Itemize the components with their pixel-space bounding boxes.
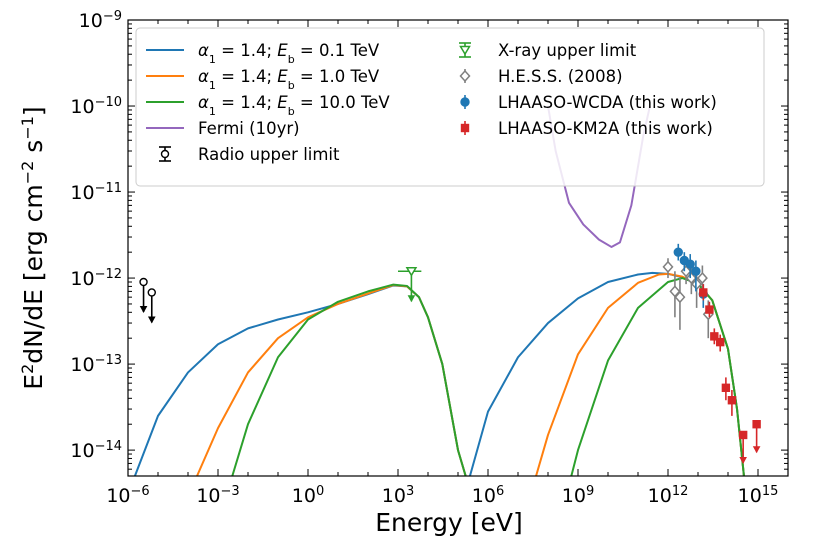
curve-1-1-4-eb-10-0-tev bbox=[231, 283, 467, 476]
legend-lhaaso-wcda-this-work-swatch-marker bbox=[460, 97, 470, 107]
x-tick-label: 1012 bbox=[648, 484, 689, 508]
point-lhaaso-wcda-this-work bbox=[673, 247, 683, 257]
legend-radio-upper-limit-label: Radio upper limit bbox=[198, 145, 340, 164]
legend-radio-upper-limit-swatch-marker bbox=[160, 149, 170, 159]
y-tick-label: 10−13 bbox=[70, 353, 122, 377]
ul-point-lhaaso-km2a-this-work bbox=[738, 430, 748, 440]
data-points bbox=[139, 243, 761, 464]
axis-ticks bbox=[127, 20, 789, 477]
point-h-e-s-s-2008 bbox=[696, 271, 708, 285]
point-lhaaso-wcda-this-work bbox=[691, 266, 701, 276]
point-lhaaso-km2a-this-work bbox=[716, 337, 725, 347]
ul-point-lhaaso-km2a-this-work bbox=[752, 420, 761, 429]
y-tick-label: 10−11 bbox=[70, 181, 122, 205]
x-axis-label: Energy [eV] bbox=[375, 508, 522, 537]
ul-radio-upper-limit-head bbox=[147, 316, 156, 324]
y-tick-label: 10−10 bbox=[70, 95, 122, 119]
legend-1-1-4-eb-1-0-tev-label: α1 = 1.4; Eb = 1.0 TeV bbox=[198, 67, 380, 92]
point-lhaaso-km2a-this-work bbox=[721, 383, 731, 393]
legend-lhaaso-km2a-this-work-swatch-marker bbox=[460, 123, 470, 133]
y-axis-label: E2dN/dE [erg cm−2 s−1] bbox=[18, 106, 49, 389]
point-lhaaso-km2a-this-work bbox=[699, 288, 708, 297]
y-tick-label: 10−12 bbox=[70, 267, 122, 291]
y-tick-label: 10−9 bbox=[79, 9, 122, 33]
point-lhaaso-km2a-this-work bbox=[727, 396, 737, 405]
x-tick-label: 109 bbox=[562, 484, 594, 508]
ul-lhaaso-km2a-this-work-head bbox=[752, 446, 761, 454]
legend-h-e-s-s-2008-label: H.E.S.S. (2008) bbox=[498, 67, 623, 86]
plot-frame bbox=[127, 19, 789, 477]
legend-x-ray-upper-limit-label: X-ray upper limit bbox=[498, 41, 637, 60]
tick-labels: 10−6 10−3 100 103 106 109 1012 1015 10−14 10−13 10… bbox=[70, 9, 778, 508]
point-h-e-s-s-2008 bbox=[685, 271, 697, 285]
ul-radio-upper-limit-head bbox=[139, 305, 148, 313]
point-h-e-s-s-2008 bbox=[662, 260, 674, 273]
marker-radio-upper-limit bbox=[147, 288, 156, 297]
point-h-e-s-s-2008 bbox=[674, 291, 686, 304]
marker-radio-upper-limit bbox=[139, 277, 148, 287]
legend-lhaaso-wcda-this-work-label: LHAASO-WCDA (this work) bbox=[498, 93, 717, 112]
legend-h-e-s-s-2008-swatch-marker bbox=[459, 69, 471, 83]
legend-1-1-4-eb-0-1-tev-label: α1 = 1.4; Eb = 0.1 TeV bbox=[198, 41, 380, 66]
legend-box bbox=[135, 27, 765, 187]
point-h-e-s-s-2008 bbox=[669, 285, 681, 298]
legend-fermi-10yr-label: Fermi (10yr) bbox=[198, 119, 300, 138]
x-tick-label: 106 bbox=[472, 484, 504, 508]
x-tick-label: 10−3 bbox=[196, 484, 239, 508]
x-tick-label: 1015 bbox=[738, 484, 779, 508]
point-lhaaso-km2a-this-work bbox=[705, 305, 714, 314]
point-lhaaso-km2a-this-work bbox=[710, 332, 719, 341]
legend-1-1-4-eb-10-0-tev-label: α1 = 1.4; Eb = 10.0 TeV bbox=[198, 93, 390, 118]
x-tick-label: 10−6 bbox=[106, 484, 149, 508]
curve-1-1-4-eb-10-0-tev bbox=[570, 277, 745, 476]
marker-x-ray-upper-limit bbox=[405, 267, 418, 277]
point-lhaaso-wcda-this-work bbox=[685, 259, 695, 269]
legend-x-ray-upper-limit-swatch-marker bbox=[459, 45, 471, 56]
ul-x-ray-upper-limit-head bbox=[407, 295, 416, 303]
x-tick-label: 100 bbox=[292, 484, 324, 508]
x-tick-label: 103 bbox=[382, 484, 414, 508]
ul-lhaaso-km2a-this-work-head bbox=[739, 456, 747, 464]
legend-lhaaso-km2a-this-work-label: LHAASO-KM2A (this work) bbox=[498, 119, 713, 138]
y-tick-label: 10−14 bbox=[70, 439, 122, 463]
